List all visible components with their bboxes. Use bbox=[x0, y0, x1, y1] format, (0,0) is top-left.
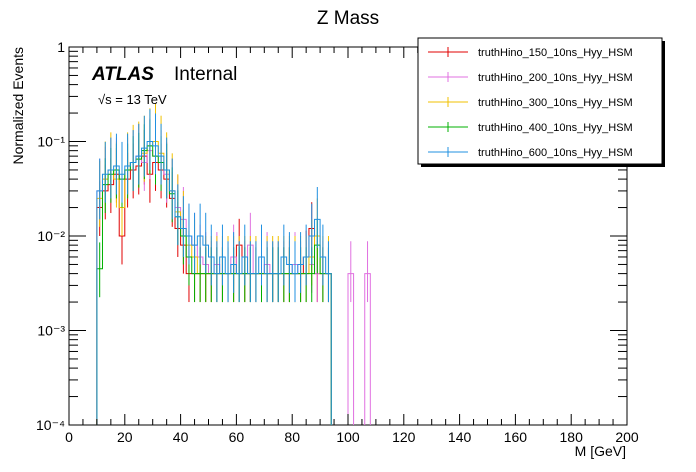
y-axis-label: Normalized Events bbox=[10, 47, 26, 165]
histogram-line bbox=[96, 141, 332, 425]
energy-label: √s = 13 TeV bbox=[98, 92, 167, 107]
legend: truthHino_150_10ns_Hyy_HSM truthHino_200_… bbox=[417, 37, 665, 167]
y-tick-label: 10⁻⁴ bbox=[36, 417, 65, 433]
series-truthHino_150_10ns_Hyy_HSM bbox=[96, 129, 332, 425]
chart-title: Z Mass bbox=[317, 8, 379, 29]
x-tick-label: 20 bbox=[117, 429, 133, 445]
legend-label: truthHino_150_10ns_Hyy_HSM bbox=[478, 47, 633, 59]
y-tick-label: 10⁻¹ bbox=[37, 134, 65, 150]
x-tick-label: 60 bbox=[229, 429, 245, 445]
histogram-line bbox=[96, 145, 332, 425]
y-tick-label: 1 bbox=[57, 39, 65, 55]
histogram-layer bbox=[96, 103, 371, 425]
x-tick-label: 100 bbox=[336, 429, 360, 445]
histogram-line bbox=[96, 155, 332, 425]
x-tick-label: 140 bbox=[448, 429, 472, 445]
series-truthHino_600_10ns_Hyy_HSM bbox=[96, 109, 332, 425]
x-tick-label: 180 bbox=[560, 429, 584, 445]
legend-label: truthHino_200_10ns_Hyy_HSM bbox=[478, 72, 633, 84]
legend-label: truthHino_400_10ns_Hyy_HSM bbox=[478, 122, 633, 134]
histogram-line bbox=[96, 141, 332, 425]
x-tick-label: 200 bbox=[615, 429, 639, 445]
x-axis-label: M [GeV] bbox=[575, 443, 626, 459]
x-tick-label: 120 bbox=[392, 429, 416, 445]
x-tick-label: 0 bbox=[65, 429, 73, 445]
x-tick-label: 40 bbox=[173, 429, 189, 445]
legend-label: truthHino_300_10ns_Hyy_HSM bbox=[478, 97, 633, 109]
x-tick-label: 80 bbox=[284, 429, 300, 445]
y-tick-label: 10⁻³ bbox=[37, 323, 65, 339]
x-tick-label: 160 bbox=[504, 429, 528, 445]
y-tick-label: 10⁻² bbox=[37, 228, 65, 244]
legend-box bbox=[417, 37, 663, 165]
internal-label: Internal bbox=[174, 64, 237, 85]
atlas-label: ATLAS bbox=[91, 64, 154, 85]
x-axis: 0 20 40 60 80 100 120 140 160 180 200 bbox=[65, 47, 639, 445]
legend-label: truthHino_600_10ns_Hyy_HSM bbox=[478, 147, 633, 159]
